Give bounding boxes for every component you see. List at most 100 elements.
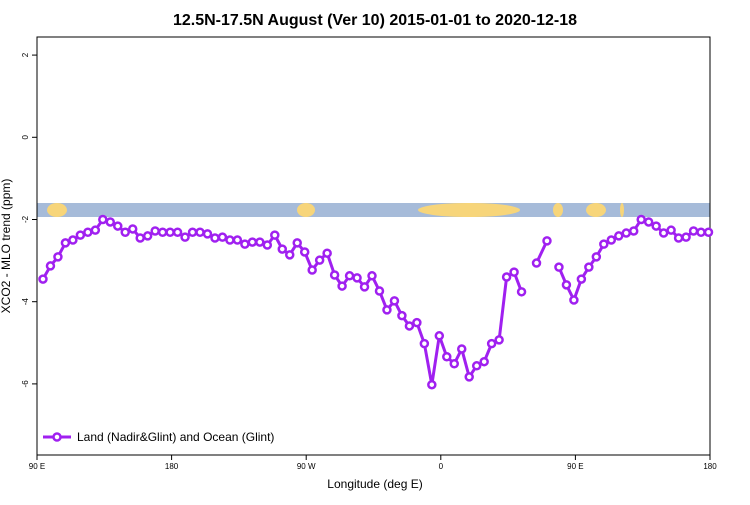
data-point: [217, 232, 228, 242]
data-point: [120, 227, 130, 237]
data-point: [277, 244, 288, 254]
data-point: [127, 224, 138, 234]
data-point: [419, 338, 430, 349]
data-point: [60, 238, 71, 248]
data-point: [434, 331, 445, 341]
data-point: [195, 227, 205, 237]
data-point: [681, 232, 691, 242]
data-point: [456, 344, 467, 354]
data-point: [542, 236, 552, 246]
data-point: [382, 305, 392, 315]
data-point: [584, 262, 594, 272]
data-point: [157, 227, 168, 237]
data-point: [255, 237, 265, 247]
data-point: [516, 287, 527, 297]
x-axis-label: Longitude (deg E): [327, 477, 422, 491]
data-point: [673, 233, 684, 243]
data-point: [113, 221, 123, 231]
data-point: [494, 335, 504, 345]
data-point: [486, 338, 497, 349]
data-point: [299, 247, 310, 257]
data-point: [329, 270, 340, 280]
data-point: [449, 359, 460, 369]
data-point: [45, 261, 56, 271]
data-point: [187, 227, 198, 237]
y-tick-label: 0: [21, 135, 30, 140]
data-point: [135, 233, 145, 243]
legend-label: Land (Nadir&Glint) and Ocean (Glint): [77, 430, 274, 444]
data-point: [307, 265, 317, 275]
data-point: [614, 231, 624, 241]
data-point: [651, 221, 661, 231]
map-strip: [37, 203, 710, 217]
x-tick-label: 90 E: [567, 462, 583, 471]
data-point: [427, 379, 437, 390]
data-point: [210, 233, 220, 243]
data-point: [367, 271, 377, 281]
data-point: [314, 255, 325, 265]
data-point: [389, 296, 400, 306]
data-point: [284, 250, 295, 260]
data-point: [703, 227, 714, 237]
data-point: [554, 262, 564, 272]
data-point: [658, 228, 669, 238]
x-tick-label: 180: [703, 462, 717, 471]
data-point: [531, 258, 542, 268]
y-axis-label: XCO2 - MLO trend (ppm): [0, 179, 13, 314]
chart-title: 12.5N-17.5N August (Ver 10) 2015-01-01 t…: [173, 12, 577, 29]
data-point: [75, 230, 86, 240]
data-point: [643, 217, 654, 227]
data-point: [404, 321, 415, 331]
map-land: [47, 203, 67, 217]
data-point: [98, 214, 108, 225]
data-point: [240, 239, 250, 249]
data-point: [352, 273, 362, 283]
data-point: [202, 229, 213, 239]
map-land: [620, 203, 624, 217]
data-point: [442, 352, 452, 362]
map-land: [553, 203, 563, 217]
data-point: [606, 235, 617, 245]
data-point: [180, 232, 190, 242]
data-point: [628, 226, 639, 236]
data-point: [501, 272, 512, 282]
y-tick-label: -6: [21, 380, 30, 388]
map-land: [297, 203, 315, 217]
data-point: [337, 281, 347, 291]
data-point: [666, 225, 676, 235]
data-point: [397, 310, 407, 321]
data-point: [270, 230, 280, 240]
data-point: [142, 231, 153, 241]
data-point: [150, 226, 160, 236]
data-point: [344, 271, 355, 281]
data-point: [53, 252, 63, 262]
data-point: [232, 235, 243, 245]
data-point: [105, 217, 116, 227]
data-point: [247, 237, 258, 247]
data-point: [165, 227, 175, 237]
y-tick-label: -4: [21, 298, 30, 306]
data-point: [292, 238, 302, 248]
data-point: [621, 228, 631, 238]
x-tick-label: 90 E: [29, 462, 45, 471]
data-point: [83, 227, 93, 237]
data-point: [688, 226, 699, 236]
data-point: [359, 282, 370, 292]
data-point: [471, 361, 482, 371]
data-point: [262, 240, 273, 250]
data-point: [599, 239, 609, 249]
y-tick-label: -2: [21, 215, 30, 223]
data-point: [412, 317, 422, 328]
data-point: [172, 227, 183, 237]
data-point: [636, 214, 646, 225]
map-land: [418, 203, 520, 217]
plot-frame: [36, 36, 711, 456]
x-tick-label: 180: [165, 462, 179, 471]
data-point: [591, 252, 602, 262]
map-land: [586, 203, 606, 217]
data-point: [569, 295, 579, 305]
data-point: [561, 280, 572, 290]
data-point: [509, 267, 519, 277]
data-point: [38, 274, 48, 284]
